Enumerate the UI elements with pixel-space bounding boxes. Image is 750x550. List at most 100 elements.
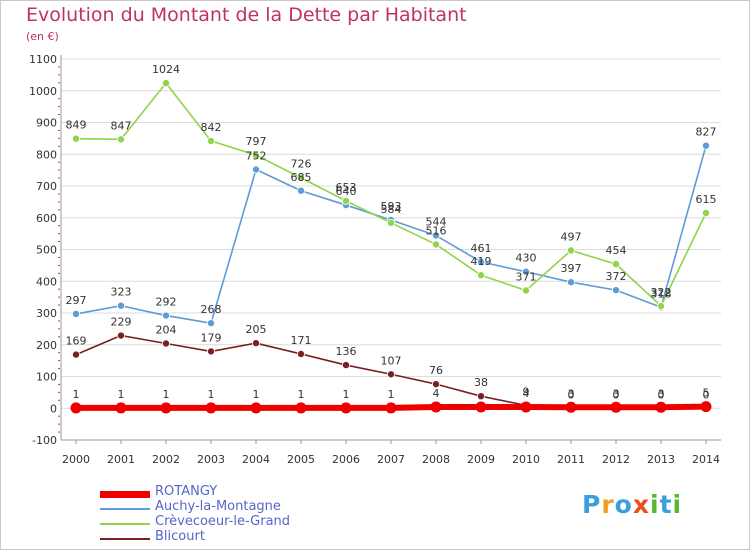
data-point [296, 349, 305, 358]
data-point [385, 402, 397, 414]
data-point [655, 401, 667, 413]
data-point [72, 309, 81, 318]
data-point [612, 260, 621, 269]
logo-letter: t [659, 490, 673, 519]
y-tick-label: -100 [32, 434, 57, 447]
data-point [117, 331, 126, 340]
data-point [475, 401, 487, 413]
data-label: 297 [66, 294, 87, 307]
y-tick-label: 400 [36, 275, 57, 288]
data-label: 461 [471, 242, 492, 255]
data-point [296, 186, 305, 195]
data-label: 0 [703, 388, 710, 401]
data-label: 516 [426, 224, 447, 237]
x-tick-label: 2006 [332, 453, 360, 466]
data-label: 1 [253, 388, 260, 401]
data-labels: 1 1 1 1 1 1 1 1 4 4 3 3 3 5 297 323 292 268 752 685 640 593 54… [66, 63, 717, 401]
proxiti-logo: Proxiti [582, 490, 682, 519]
data-point [251, 165, 260, 174]
data-label: 5 [703, 387, 710, 400]
data-point [251, 151, 260, 160]
data-point [70, 402, 82, 414]
data-point [610, 401, 622, 413]
data-label: 0 [613, 388, 620, 401]
data-label: 9 [523, 385, 530, 398]
y-tick-label: 800 [36, 148, 57, 161]
data-label: 544 [426, 216, 447, 229]
data-label: 419 [471, 255, 492, 268]
data-label: 318 [651, 287, 672, 300]
data-label: 1 [298, 388, 305, 401]
data-point [72, 350, 81, 359]
data-label: 292 [156, 296, 177, 309]
data-point [295, 402, 307, 414]
data-label: 1 [73, 388, 80, 401]
data-label: 640 [336, 185, 357, 198]
data-label: 653 [336, 181, 357, 194]
x-tick-label: 2013 [647, 453, 675, 466]
data-label: 204 [156, 323, 177, 336]
data-point [340, 402, 352, 414]
line-chart: -100010020030040050060070080090010001100… [29, 53, 721, 466]
data-point [700, 401, 712, 413]
x-tick-label: 2002 [152, 453, 180, 466]
data-point [522, 267, 531, 276]
x-tick-label: 2008 [422, 453, 450, 466]
data-label: 0 [658, 388, 665, 401]
data-label: 497 [561, 230, 582, 243]
data-point [296, 173, 305, 182]
data-label: 1 [118, 388, 125, 401]
logo-letter: r [601, 490, 615, 519]
data-label: 0 [568, 388, 575, 401]
data-label: 1024 [152, 63, 180, 76]
data-point [520, 401, 532, 413]
data-label: 797 [246, 135, 267, 148]
data-point [612, 286, 621, 295]
data-point [702, 208, 711, 217]
y-tick-label: 500 [36, 244, 57, 257]
data-point [341, 361, 350, 370]
data-point [430, 401, 442, 413]
unit-label: (en €) [26, 30, 59, 43]
data-point [522, 286, 531, 295]
data-label: 4 [433, 387, 440, 400]
logo-letter: x [632, 490, 650, 519]
data-label: 371 [516, 270, 537, 283]
data-point [341, 196, 350, 205]
data-point [117, 301, 126, 310]
logo-letter: i [672, 490, 683, 519]
legend-swatch [100, 490, 150, 498]
data-label: 107 [381, 354, 402, 367]
y-tick-label: 700 [36, 180, 57, 193]
x-tick-label: 2007 [377, 453, 405, 466]
data-label: 849 [66, 119, 87, 132]
data-point [206, 136, 215, 145]
y-tick-label: 900 [36, 117, 57, 130]
data-point [431, 240, 440, 249]
data-label: 76 [429, 364, 443, 377]
data-label: 454 [606, 244, 627, 257]
chart-title: Evolution du Montant de la Dette par Hab… [26, 4, 467, 26]
data-point [567, 278, 576, 287]
data-point [476, 392, 485, 401]
data-label: 4 [523, 387, 530, 400]
data-point [161, 339, 170, 348]
data-label: 752 [246, 149, 267, 162]
data-label: 323 [111, 286, 132, 299]
data-label: 847 [111, 119, 132, 132]
y-tick-label: 600 [36, 212, 57, 225]
axes: -100010020030040050060070080090010001100… [29, 53, 721, 466]
x-tick-label: 2009 [467, 453, 495, 466]
data-label: 229 [111, 316, 132, 329]
data-label: 3 [568, 387, 575, 400]
logo-letter: P [582, 490, 602, 519]
data-point [115, 402, 127, 414]
data-point [161, 79, 170, 88]
data-label: 38 [474, 376, 488, 389]
logo-letter: o [614, 490, 633, 519]
legend-label: Auchy-la-Montagne [155, 499, 281, 514]
data-point [206, 347, 215, 356]
data-point [386, 370, 395, 379]
data-point [251, 339, 260, 348]
data-label: 842 [201, 121, 222, 134]
